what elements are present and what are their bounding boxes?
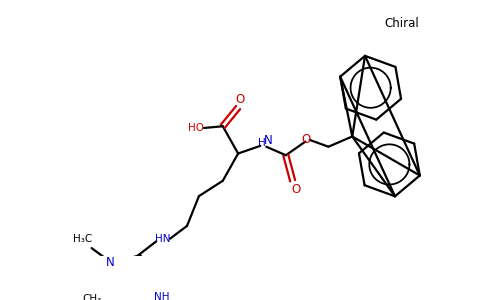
Text: H₃C: H₃C	[74, 234, 93, 244]
Text: CH₃: CH₃	[82, 294, 101, 300]
Text: HN: HN	[155, 234, 171, 244]
Text: O: O	[291, 183, 301, 196]
Text: N: N	[106, 256, 115, 269]
Text: N: N	[264, 134, 272, 147]
Text: Chiral: Chiral	[385, 17, 420, 30]
Text: O: O	[302, 134, 311, 146]
Text: O: O	[235, 92, 244, 106]
Text: NH: NH	[154, 292, 169, 300]
Text: HO: HO	[187, 123, 204, 133]
Text: H: H	[258, 138, 266, 148]
